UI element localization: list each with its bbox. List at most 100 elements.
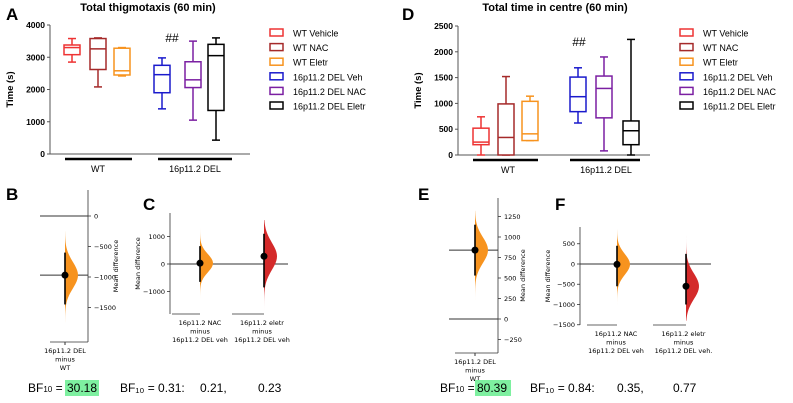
bf-label: BF10 =	[440, 381, 478, 395]
box-5	[622, 38, 640, 156]
panel-label: F	[555, 195, 565, 214]
y-axis-label: Time (s)	[413, 72, 424, 108]
y-tick-label: 0	[40, 149, 45, 159]
box-1	[89, 37, 107, 88]
y-tick-label: 0	[448, 150, 453, 160]
box	[472, 127, 490, 146]
box-4	[595, 56, 613, 152]
legend-label: WT Eletr	[703, 58, 738, 68]
comparison-label: 16p11.2 DEL veh	[172, 336, 228, 344]
y-axis-label: Mean difference	[112, 240, 120, 292]
y-tick-label: 750	[504, 254, 516, 262]
comparison-label: minus	[465, 367, 485, 375]
y-tick-label: 1000	[504, 233, 521, 241]
box-4	[184, 40, 202, 121]
y-tick-label: 1250	[504, 213, 521, 221]
y-tick-label: −250	[504, 336, 522, 344]
bootstrap-distribution	[686, 231, 699, 321]
comparison-label: 16p11.2 eletr	[240, 319, 284, 327]
comparison-label: minus	[252, 328, 272, 336]
legend-label: 16p11.2 DEL NAC	[703, 87, 777, 97]
box-2	[521, 95, 539, 142]
y-axis-label: Mean difference	[544, 250, 552, 302]
legend-swatch	[269, 42, 284, 52]
box	[63, 44, 81, 56]
y-tick-label: 500	[439, 124, 453, 134]
legend-label: WT Eletr	[293, 58, 328, 68]
y-tick-label: 4000	[26, 20, 45, 30]
mean-difference-point	[613, 260, 621, 268]
group-label: WT	[91, 164, 105, 174]
legend-swatch	[269, 72, 284, 81]
y-tick-label: 0	[94, 212, 98, 220]
bf-value: 0.35,	[617, 381, 644, 395]
comparison-label: 16p11.2 eletr	[662, 330, 706, 338]
legend-swatch	[679, 101, 694, 110]
y-tick-label: 2000	[26, 85, 45, 95]
mean-difference-point	[682, 282, 690, 290]
y-tick-label: −1000	[143, 288, 165, 296]
comparison-label: 16p11.2 NAC	[595, 330, 638, 338]
bf-main-value: 30.18	[67, 381, 97, 395]
y-axis-label: Mean difference	[519, 249, 527, 301]
legend-label: 16p11.2 DEL Eletr	[703, 102, 776, 112]
comparison-label: 16p11.2 DEL veh	[234, 336, 290, 344]
panel-a: A Total thigmotaxis (60 min) 0 1000 2000 3000…	[5, 2, 367, 174]
y-tick-label: −500	[94, 243, 112, 251]
group-label: 16p11.2 DEL	[169, 164, 221, 174]
panel-f: F 500 0 −500 −1000 −1500 Mean difference 16p11.…	[544, 195, 712, 355]
box	[113, 47, 131, 76]
y-tick-label: 0	[161, 260, 165, 268]
y-tick-label: −500	[557, 281, 575, 289]
panel-label: B	[6, 185, 18, 204]
bootstrap-distribution	[475, 210, 488, 301]
mean-difference-point	[196, 259, 204, 267]
bootstrap-distribution	[617, 229, 630, 305]
comparison-label: 16p11.2 DEL	[454, 358, 496, 366]
group-label: WT	[501, 165, 515, 175]
bayes-factor-right: BF10 = 80.39 BF₁₀ = 0.84: 0.35, 0.77	[440, 380, 697, 396]
y-tick-label: 250	[504, 295, 516, 303]
y-tick-label: 1000	[148, 233, 165, 241]
bf-value: 0.23	[258, 381, 282, 395]
mean-difference-point	[61, 271, 69, 279]
comparison-label: 16p11.2 NAC	[179, 319, 222, 327]
significance-annotation: ##	[572, 35, 586, 49]
mean-difference-point	[260, 252, 268, 260]
y-tick-label: −1000	[94, 273, 116, 281]
y-tick-label: −1500	[94, 304, 116, 312]
legend-label: 16p11.2 DEL Veh	[703, 72, 773, 82]
box	[569, 76, 587, 113]
comparison-label: WT	[470, 375, 480, 383]
legend-swatch	[679, 86, 694, 96]
legend-label: WT NAC	[703, 43, 739, 53]
bf-comparison-label: BF₁₀ = 0.31:	[120, 381, 185, 395]
legend-swatch	[269, 101, 284, 110]
comparison-label: minus	[190, 328, 210, 336]
bootstrap-distribution	[200, 228, 213, 300]
legend-label: 16p11.2 DEL Veh	[293, 72, 363, 82]
box-3	[569, 67, 587, 124]
chart-title: Total thigmotaxis (60 min)	[80, 2, 216, 14]
y-axis-label: Mean difference	[134, 237, 142, 289]
bf-highlight	[65, 380, 99, 396]
legend-swatch	[679, 72, 694, 81]
mean-difference-point	[471, 246, 479, 254]
comparison-label: minus	[674, 339, 694, 347]
box	[207, 43, 225, 112]
box	[497, 103, 515, 156]
box	[595, 75, 613, 119]
panel-e: E 1250 1000 750 500 250 0 −250 Mean difference 16…	[418, 185, 527, 383]
y-tick-label: −1500	[553, 321, 575, 329]
y-axis-label: Time (s)	[5, 71, 16, 107]
box-5	[207, 37, 225, 141]
legend-swatch	[679, 42, 694, 52]
box-2	[113, 46, 131, 77]
box-0	[63, 37, 81, 63]
